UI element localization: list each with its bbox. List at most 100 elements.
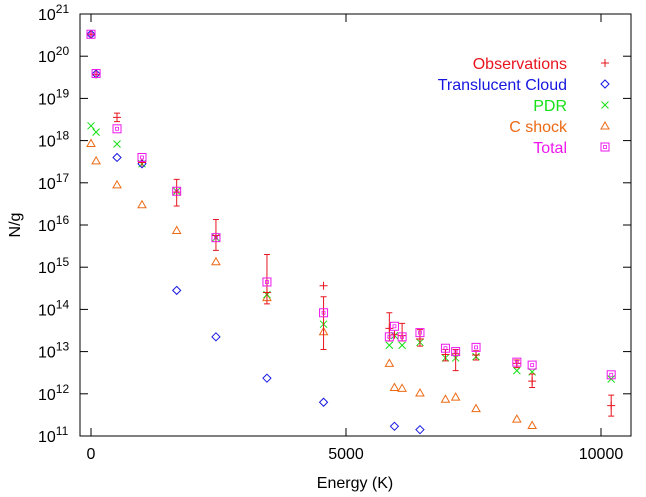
y-tick-base: 10 xyxy=(38,134,56,151)
y-tick-exponent: 11 xyxy=(56,424,69,438)
data-point-inner xyxy=(418,330,422,335)
legend-marker xyxy=(600,120,610,130)
error-bar xyxy=(320,296,327,350)
data-point xyxy=(397,383,407,392)
y-tick-exponent: 16 xyxy=(56,213,70,227)
legend-label: PDR xyxy=(533,98,567,115)
y-tick-exponent: 13 xyxy=(56,340,70,354)
data-point xyxy=(112,152,122,163)
data-point-inner xyxy=(214,235,218,240)
y-tick-exponent: 19 xyxy=(56,86,70,100)
data-point xyxy=(606,370,616,380)
data-point xyxy=(319,281,328,290)
y-tick-label: 1013 xyxy=(38,340,69,362)
data-point xyxy=(385,324,394,333)
data-point xyxy=(451,349,460,358)
legend: Observations Translucent Cloud PDR C shock T… xyxy=(438,56,610,157)
data-point-inner xyxy=(609,372,614,377)
data-marks xyxy=(86,29,616,435)
y-tick-base: 10 xyxy=(38,49,56,66)
data-point xyxy=(415,328,425,338)
data-point xyxy=(390,330,399,339)
y-tick-label: 1015 xyxy=(38,255,69,277)
legend-marker xyxy=(600,79,610,89)
data-point xyxy=(262,277,272,287)
y-tick-label: 1017 xyxy=(38,171,69,193)
x-tick-label: 5000 xyxy=(328,446,364,463)
data-point xyxy=(171,225,182,234)
y-tick-exponent: 18 xyxy=(56,129,70,143)
data-point xyxy=(318,397,329,407)
data-point-inner xyxy=(115,126,119,131)
y-tick-label: 1019 xyxy=(38,86,69,108)
data-point xyxy=(137,152,147,162)
data-point xyxy=(112,179,122,189)
data-point xyxy=(113,140,121,148)
data-point xyxy=(471,342,481,352)
data-point xyxy=(262,373,272,383)
y-tick-base: 10 xyxy=(38,345,56,362)
data-point xyxy=(472,350,481,359)
data-point xyxy=(211,256,221,266)
data-point xyxy=(512,366,521,375)
data-point xyxy=(385,341,394,350)
y-tick-base: 10 xyxy=(38,218,56,235)
legend-label: Observations xyxy=(473,56,567,73)
y-tick-label: 1011 xyxy=(38,424,69,446)
y-tick-base: 10 xyxy=(38,7,56,24)
data-point xyxy=(171,285,182,296)
data-point-inner xyxy=(453,349,458,354)
legend-marker-inner xyxy=(603,145,607,149)
data-point xyxy=(384,332,394,342)
data-point xyxy=(389,382,400,391)
data-point-inner xyxy=(400,334,405,339)
series-c-shock xyxy=(86,138,538,429)
data-point-inner xyxy=(140,155,144,160)
y-tick-base: 10 xyxy=(38,429,56,446)
data-point xyxy=(527,360,537,370)
data-point-inner xyxy=(387,334,392,339)
data-point xyxy=(511,414,522,423)
y-tick-exponent: 14 xyxy=(56,297,70,311)
data-point-inner xyxy=(530,363,535,368)
data-point-inner xyxy=(89,32,93,37)
series-observations xyxy=(87,30,616,417)
data-point xyxy=(527,420,538,429)
data-point xyxy=(415,424,425,435)
data-point xyxy=(211,332,221,342)
data-point xyxy=(86,29,96,39)
data-point xyxy=(138,158,146,167)
data-point xyxy=(397,332,407,342)
y-tick-exponent: 15 xyxy=(56,255,70,269)
y-tick-exponent: 21 xyxy=(56,2,70,16)
y-tick-exponent: 12 xyxy=(56,382,70,396)
data-point xyxy=(528,377,537,386)
x-tick-label: 0 xyxy=(87,446,96,463)
x-tick-label: 10000 xyxy=(579,446,624,463)
data-point xyxy=(512,357,522,367)
legend-label: C shock xyxy=(509,119,568,136)
data-point-inner xyxy=(265,280,269,284)
y-tick-base: 10 xyxy=(38,302,56,319)
y-tick-label: 1020 xyxy=(38,44,69,66)
y-tick-base: 10 xyxy=(38,260,56,277)
legend-label: Translucent Cloud xyxy=(438,77,567,94)
data-point xyxy=(92,128,100,137)
data-point-inner xyxy=(514,360,519,365)
data-point xyxy=(415,387,425,397)
y-tick-base: 10 xyxy=(38,387,56,404)
data-point-inner xyxy=(392,324,397,329)
y-tick-base: 10 xyxy=(38,176,56,193)
y-tick-label: 1016 xyxy=(38,213,69,235)
y-axis-label: N/g xyxy=(7,213,24,238)
y-tick-exponent: 17 xyxy=(56,171,70,185)
y-tick-label: 1018 xyxy=(38,129,69,151)
data-point xyxy=(440,343,450,353)
y-tick-base: 10 xyxy=(38,91,56,108)
data-point xyxy=(440,394,451,403)
data-point xyxy=(389,321,399,331)
data-point xyxy=(113,113,122,122)
data-point xyxy=(211,233,221,243)
legend-marker xyxy=(601,59,609,67)
